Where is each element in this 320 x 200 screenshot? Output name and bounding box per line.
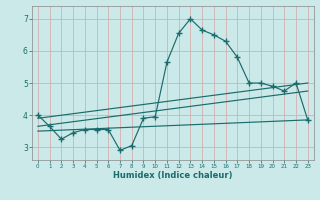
X-axis label: Humidex (Indice chaleur): Humidex (Indice chaleur) [113, 171, 233, 180]
